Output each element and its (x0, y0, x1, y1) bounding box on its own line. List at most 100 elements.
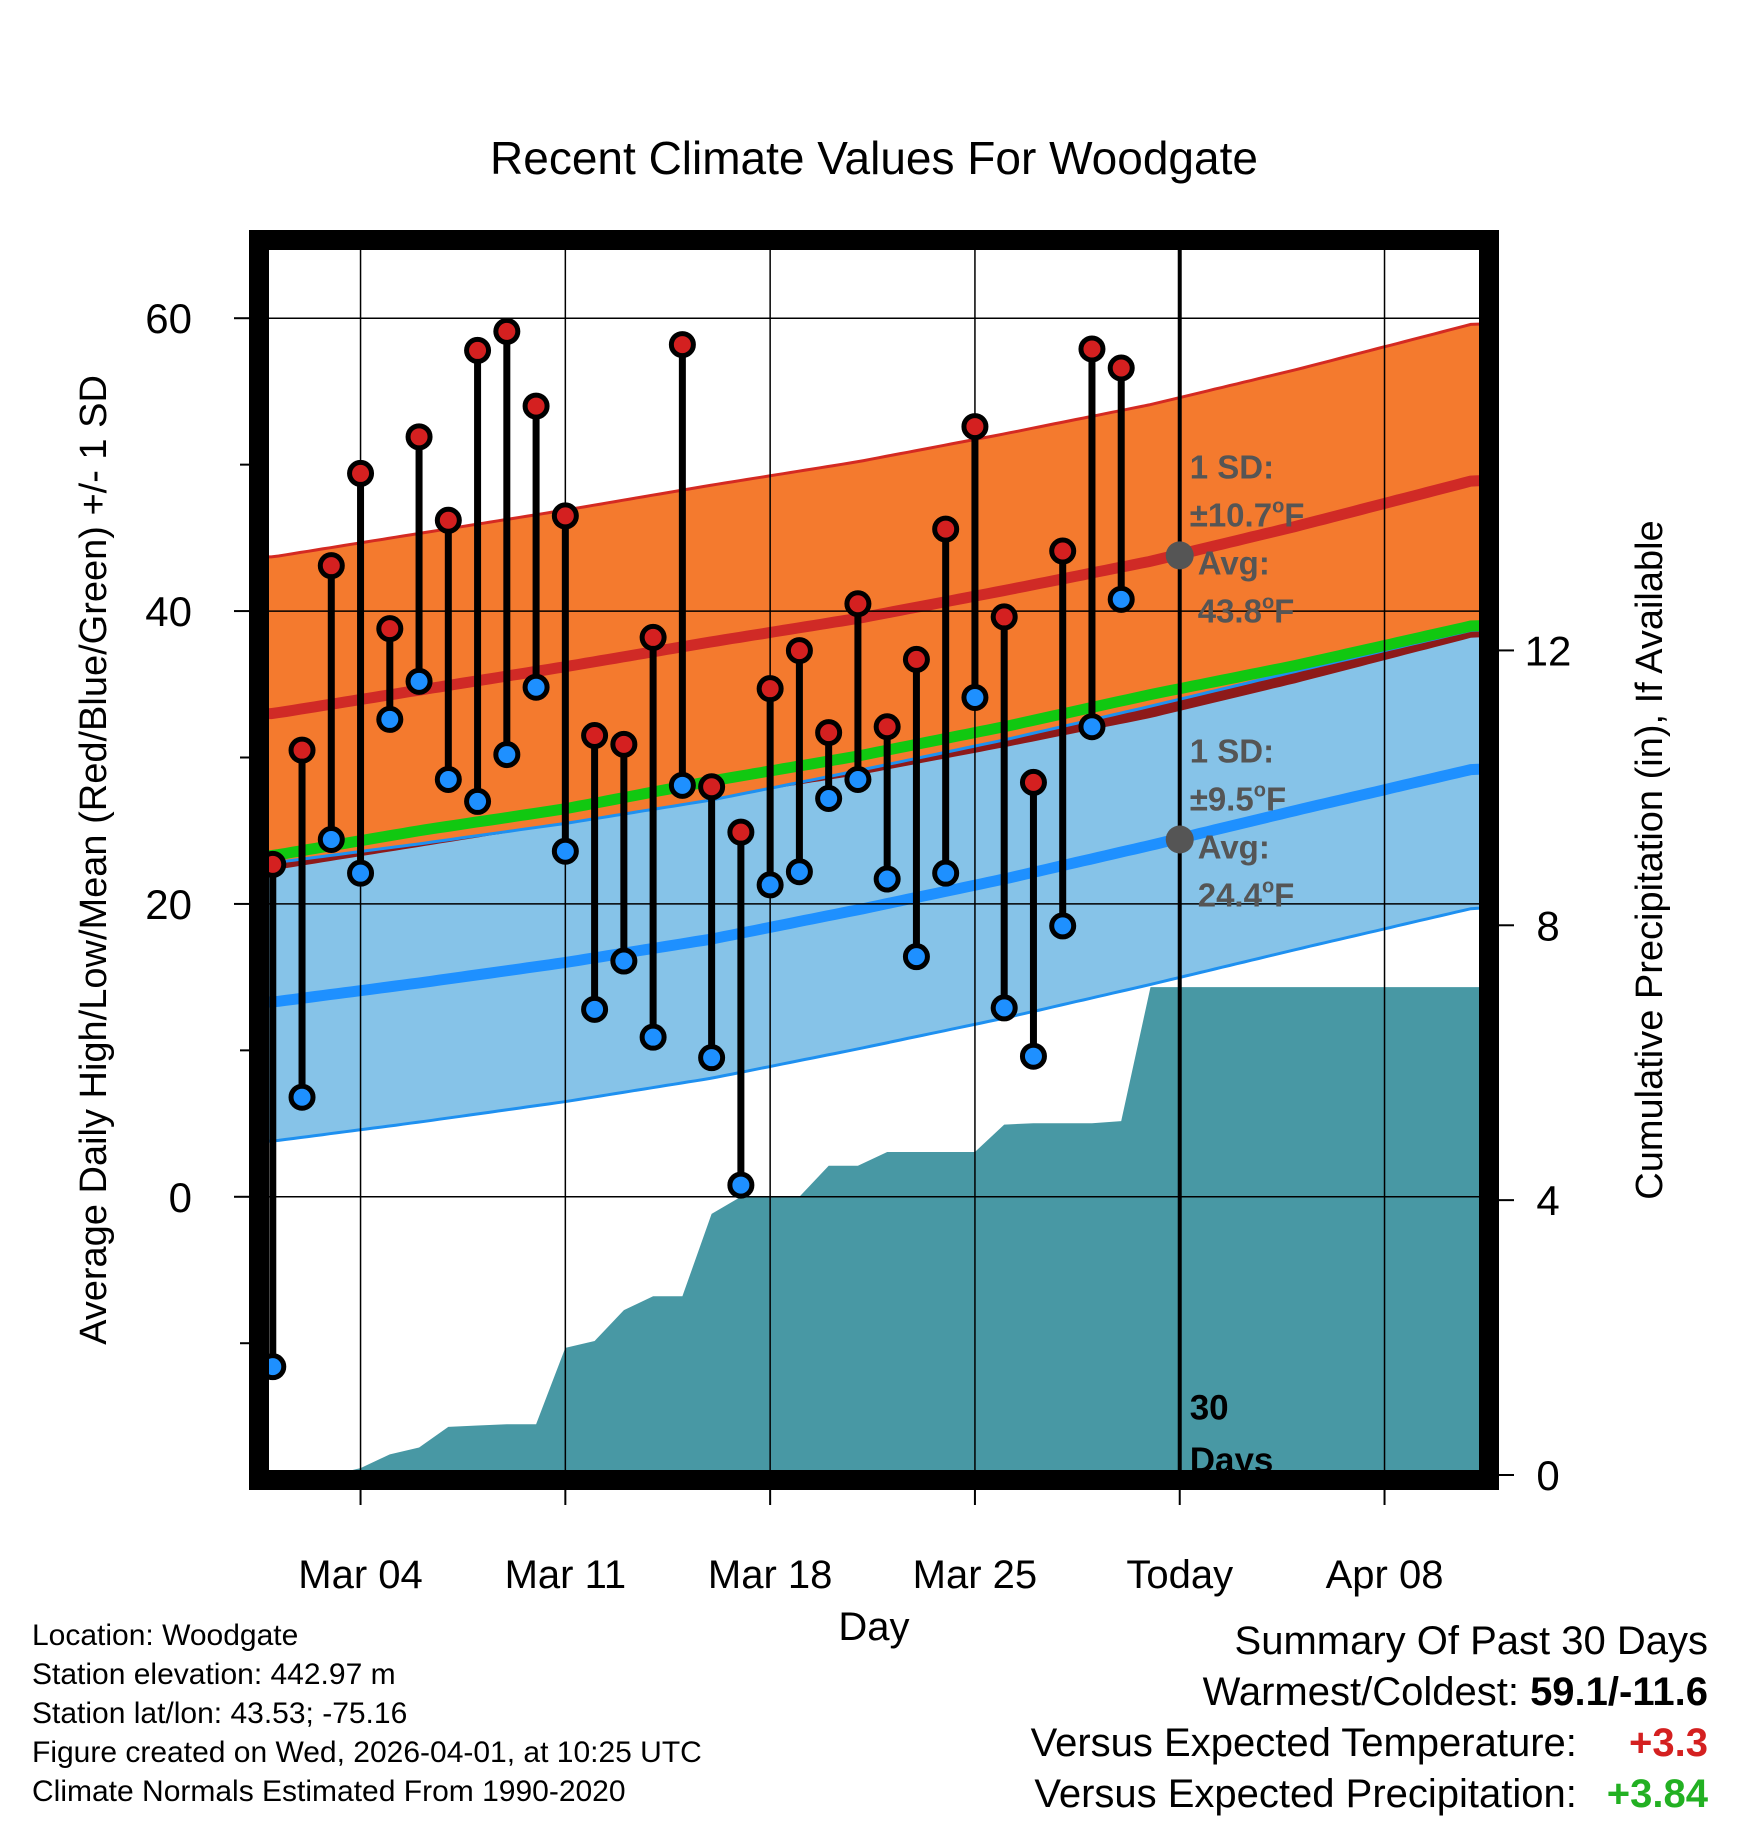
temp-delta-value: +3.3 (1629, 1721, 1708, 1765)
high-point-14 (639, 623, 667, 651)
high-point-9 (493, 317, 521, 345)
low-lower-edge (264, 906, 1484, 1143)
high-point-3 (317, 552, 345, 580)
low-avg-value: 24.4oF (1198, 876, 1295, 914)
x-tick-label-38: Apr 08 (1326, 1553, 1444, 1597)
high-avg-marker (1165, 541, 1194, 570)
high-point-6 (405, 423, 433, 451)
axes: Mar 04 Mar 11 Mar 18 Mar 25 Today Apr 08 0 20 40… (73, 295, 1671, 1649)
y2-tick-label-0: 0 (1536, 1452, 1559, 1499)
x-tick-label-17: Mar 18 (708, 1553, 833, 1597)
low-point-15 (668, 771, 696, 799)
warm-cold-value: 59.1/-11.6 (1530, 1670, 1708, 1714)
low-point-30 (1107, 585, 1135, 613)
x-axis-label: Day (838, 1605, 909, 1649)
low-point-9 (493, 741, 521, 769)
high-point-12 (581, 722, 609, 750)
precip-delta-value: +3.84 (1606, 1772, 1708, 1816)
x-tick-label-3: Mar 04 (298, 1553, 423, 1597)
low-point-3 (317, 826, 345, 853)
high-point-18 (756, 675, 784, 703)
low-point-29 (1078, 713, 1106, 741)
temp-delta-row: Versus Expected Temperature: +3.3 (1031, 1718, 1708, 1769)
y-axis-label: Average Daily High/Low/Mean (Red/Blue/Gr… (73, 375, 115, 1345)
low-point-27 (1019, 1042, 1047, 1070)
high-point-13 (610, 730, 638, 758)
low-point-6 (405, 667, 433, 695)
low-point-20 (815, 785, 843, 812)
x-tick-label-24: Mar 25 (913, 1553, 1038, 1597)
high-point-2 (288, 736, 316, 764)
low-point-11 (551, 837, 579, 865)
low-sd-value: ±9.5oF (1190, 780, 1286, 818)
high-point-25 (961, 413, 989, 441)
low-avg-label: Avg: (1198, 829, 1270, 866)
low-point-16 (698, 1044, 726, 1072)
low-point-18 (756, 871, 784, 899)
normal-low-line (264, 763, 1484, 1008)
elevation-text: Station elevation: 442.97 m (32, 1658, 396, 1691)
high-point-4 (347, 459, 375, 487)
high-point-16 (698, 773, 726, 801)
high-point-28 (1049, 537, 1077, 565)
y-tick-label-0: 0 (169, 1174, 192, 1221)
normal-mean-line (264, 620, 1484, 862)
summary-panel: Summary Of Past 30 Days Warmest/Coldest:… (1031, 1616, 1708, 1820)
low-point-19 (785, 858, 813, 886)
low-point-25 (961, 683, 989, 711)
low-point-7 (434, 765, 462, 793)
high-point-22 (873, 713, 901, 741)
low-point-2 (288, 1083, 316, 1111)
low-point-5 (376, 705, 404, 733)
high-point-30 (1107, 354, 1135, 382)
high-point-11 (551, 502, 579, 530)
low-point-26 (990, 994, 1018, 1022)
latlon-text: Station lat/lon: 43.53; -75.16 (32, 1697, 408, 1730)
annotations: 1 SD: ±10.7oF Avg: 43.8oF 1 SD: ±9.5oF Avg: 24.… (1165, 448, 1305, 1480)
high-point-27 (1019, 768, 1047, 796)
high-point-5 (376, 615, 404, 643)
low-point-23 (902, 943, 930, 971)
x-tick-label-31: Today (1126, 1553, 1233, 1597)
low-upper-edge (264, 628, 1484, 865)
y2-tick-label-12: 12 (1525, 627, 1572, 674)
high-point-20 (815, 719, 843, 747)
low-point-14 (639, 1023, 667, 1051)
low-avg-marker (1165, 825, 1194, 854)
y2-axis-label: Cumulative Precipitation (in), If Availa… (1629, 520, 1671, 1199)
low-point-4 (347, 859, 375, 887)
high-point-15 (668, 331, 696, 359)
location-text: Location: Woodgate (32, 1619, 299, 1652)
low-point-17 (727, 1171, 755, 1199)
high-point-8 (464, 336, 492, 364)
high-avg-label: Avg: (1198, 544, 1270, 581)
low-point-13 (610, 947, 638, 975)
plot-border (249, 230, 1499, 1490)
warm-cold-label: Warmest/Coldest: (1202, 1670, 1519, 1714)
y-tick-label-20: 20 (145, 881, 192, 928)
precip-delta-label: Versus Expected Precipitation: (1034, 1772, 1577, 1816)
y-tick-label-60: 60 (145, 295, 192, 342)
high-point-21 (844, 590, 872, 618)
high-sd-label: 1 SD: (1190, 448, 1274, 485)
y-tick-label-40: 40 (145, 588, 192, 635)
x-tick-label-10: Mar 11 (505, 1553, 627, 1597)
high-point-24 (932, 515, 960, 543)
chart-title: Recent Climate Values For Woodgate (490, 132, 1258, 184)
precip-delta-row: Versus Expected Precipitation: +3.84 (1031, 1769, 1708, 1820)
high-sd-value: ±10.7oF (1190, 495, 1305, 533)
created-text: Figure created on Wed, 2026-04-01, at 10… (32, 1736, 702, 1769)
low-point-8 (464, 787, 492, 815)
high-point-29 (1078, 335, 1106, 363)
days-count: 30 (1190, 1388, 1229, 1427)
low-sd-label: 1 SD: (1190, 733, 1274, 770)
low-point-28 (1049, 912, 1077, 940)
high-point-26 (990, 603, 1018, 631)
normal-high-line (264, 475, 1484, 720)
temp-delta-label: Versus Expected Temperature: (1030, 1721, 1577, 1765)
y2-tick-label-8: 8 (1536, 902, 1559, 949)
high-avg-value: 43.8oF (1198, 591, 1295, 629)
warm-cold-row: Warmest/Coldest: 59.1/-11.6 (1031, 1667, 1708, 1718)
observations (259, 317, 1135, 1381)
